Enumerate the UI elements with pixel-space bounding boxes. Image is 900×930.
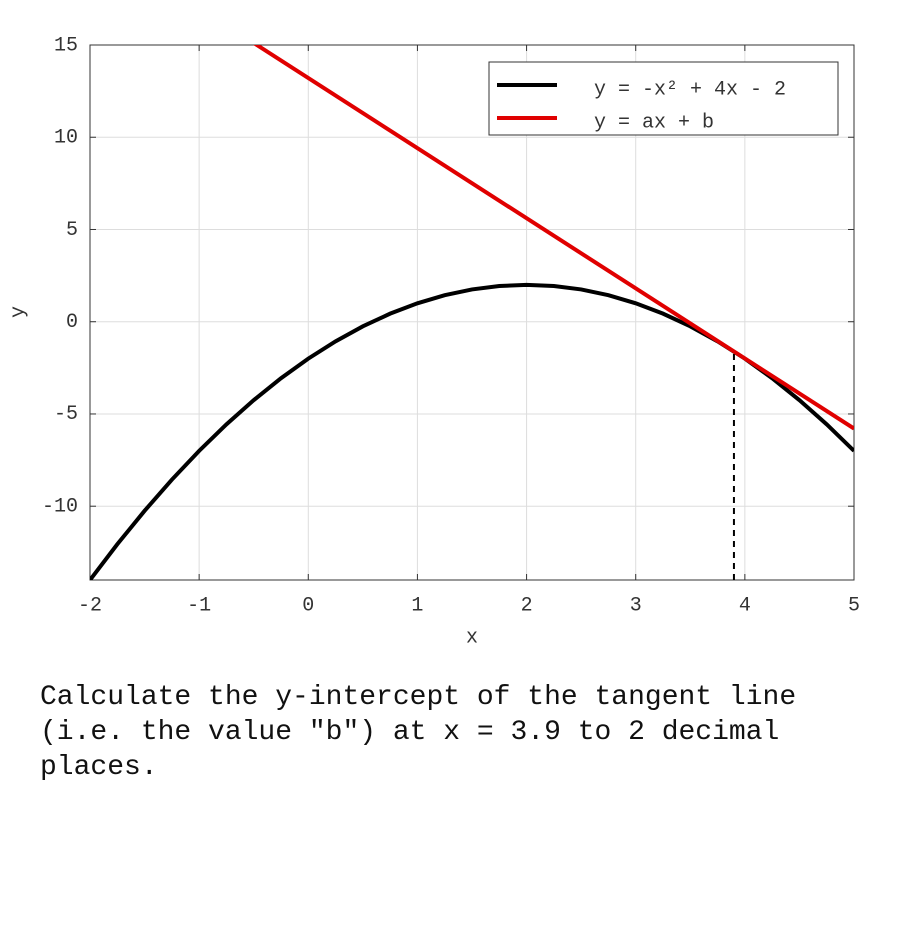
x-tick-label: 0	[302, 594, 314, 617]
y-tick-label: 5	[66, 219, 78, 242]
legend-box	[488, 61, 839, 136]
legend-label: y = ax + b	[594, 111, 714, 134]
x-tick-label: -1	[187, 594, 211, 617]
x-tick-label: -2	[78, 594, 102, 617]
y-tick-label: 0	[66, 311, 78, 334]
x-tick-label: 5	[848, 594, 860, 617]
x-tick-label: 2	[521, 594, 533, 617]
x-tick-label: 4	[739, 594, 751, 617]
legend-label: y = -x² + 4x - 2	[594, 78, 786, 101]
line-series	[253, 45, 854, 431]
plot-area	[90, 45, 854, 580]
y-tick-label: 15	[54, 34, 78, 57]
y-tick-label: -5	[54, 403, 78, 426]
y-axis-label: y	[7, 306, 30, 318]
plot-frame	[89, 44, 855, 581]
line-series	[90, 282, 854, 580]
y-tick-label: -10	[42, 495, 78, 518]
x-tick-label: 3	[630, 594, 642, 617]
y-tick-label: 10	[54, 127, 78, 150]
question: Calculate the y-intercept of the tangent…	[40, 682, 797, 783]
x-axis-label: x	[466, 626, 478, 649]
x-tick-label: 1	[411, 594, 423, 617]
